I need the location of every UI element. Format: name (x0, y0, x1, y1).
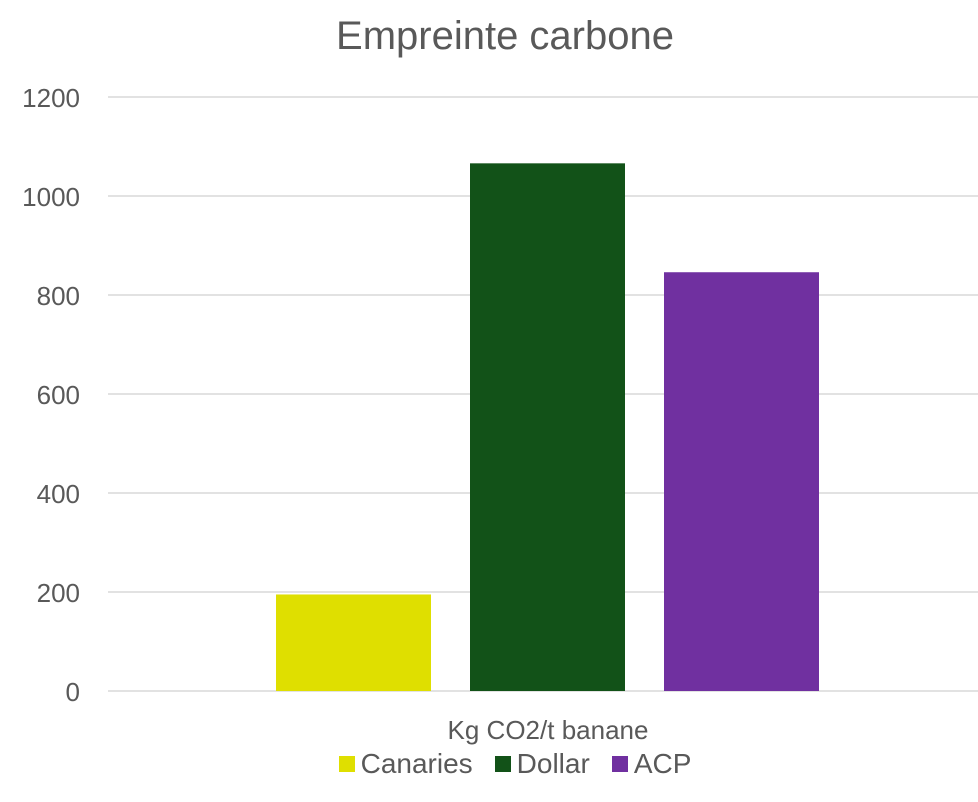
legend-label: Canaries (360, 748, 473, 779)
legend-item-canaries: Canaries (338, 748, 473, 780)
y-tick-label: 800 (37, 281, 80, 311)
legend-item-acp: ACP (611, 748, 692, 780)
x-category-label: Kg CO2/t banane (448, 715, 649, 745)
legend-item-dollar: Dollar (494, 748, 590, 780)
y-tick-label: 1200 (22, 83, 80, 113)
legend-label: Dollar (516, 748, 590, 779)
legend-swatch (338, 756, 355, 772)
bar-acp (664, 272, 819, 691)
bar-canaries (276, 594, 431, 691)
bar-dollar (470, 163, 625, 691)
chart-title: Empreinte carbone (336, 14, 674, 58)
y-axis-ticks: 0 200 400 600 800 1000 1200 (22, 83, 80, 707)
legend-label: ACP (633, 748, 692, 779)
y-tick-label: 1000 (22, 182, 80, 212)
y-tick-label: 400 (37, 479, 80, 509)
legend-swatch (494, 756, 511, 772)
bars (276, 163, 819, 691)
legend: Canaries Dollar ACP (0, 748, 978, 780)
y-tick-label: 600 (37, 380, 80, 410)
x-axis-labels: Kg CO2/t banane (448, 715, 649, 745)
y-tick-label: 200 (37, 578, 80, 608)
legend-swatch (611, 756, 628, 772)
y-tick-label: 0 (66, 677, 80, 707)
